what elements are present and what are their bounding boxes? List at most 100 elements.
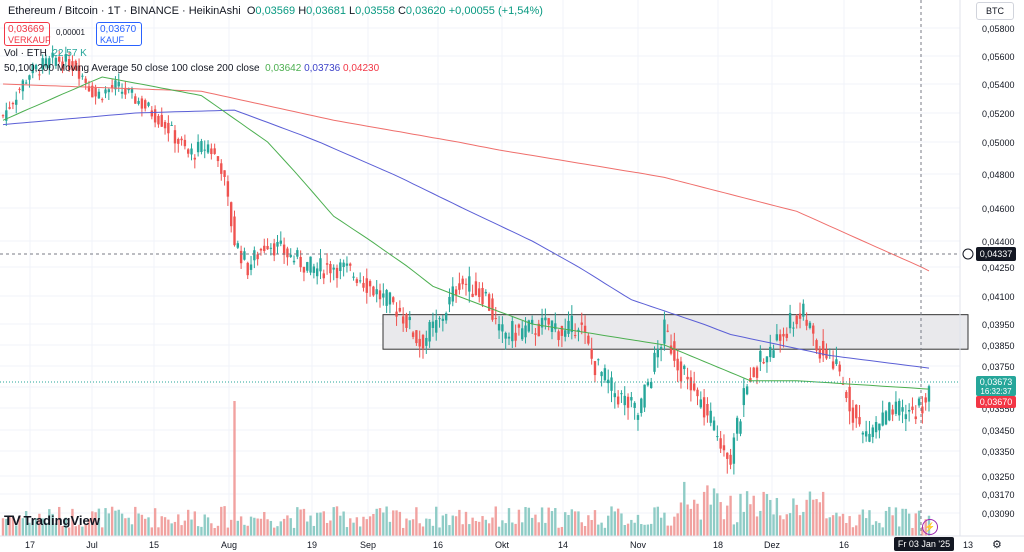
candle-body — [107, 89, 111, 93]
volume-bar — [769, 499, 772, 536]
sell-button[interactable]: 0,03669 VERKAUF — [4, 22, 51, 46]
candle-body — [544, 317, 547, 321]
candle-body — [534, 333, 537, 335]
low-value: 0,03558 — [355, 5, 395, 17]
candle-body — [537, 323, 540, 337]
price-tick-label: 0,03850 — [982, 341, 1015, 351]
volume-bar — [884, 510, 888, 536]
candle-body — [547, 318, 550, 325]
add-alert-icon[interactable] — [962, 248, 974, 260]
volume-bar — [527, 507, 531, 536]
candle-body — [484, 291, 488, 294]
candle-body — [220, 163, 223, 174]
volume-bar — [206, 517, 210, 536]
candle-body — [878, 423, 881, 431]
candle-body — [58, 56, 61, 62]
candle-body — [474, 281, 478, 296]
ma200-line — [2, 83, 930, 272]
volume-bar — [365, 519, 368, 536]
candle-body — [663, 319, 666, 344]
volume-bar — [494, 506, 497, 536]
candle-body — [44, 58, 48, 67]
volume-bar — [901, 508, 904, 536]
volume-bar — [325, 522, 329, 536]
volume-bar — [345, 527, 349, 536]
candle-body — [309, 256, 312, 273]
candle-body — [914, 416, 917, 420]
volume-bar — [788, 513, 792, 536]
candle-body — [233, 216, 236, 246]
buy-button[interactable]: 0,03670 KAUF — [96, 22, 142, 46]
candle-body — [494, 318, 497, 320]
volume-bar — [150, 527, 154, 536]
candle-body — [669, 345, 673, 354]
volume-bar — [64, 517, 68, 536]
candle-body — [656, 349, 660, 358]
time-tick-label: 14 — [558, 540, 568, 550]
time-tick-label: 18 — [713, 540, 723, 550]
candle-body — [752, 367, 755, 378]
candle-body — [61, 61, 64, 70]
volume-bar — [48, 509, 51, 536]
volume-bar — [454, 516, 458, 536]
volume-bar — [478, 521, 481, 536]
candle-body — [497, 324, 501, 331]
volume-bar — [894, 507, 898, 536]
candle-body — [894, 401, 898, 414]
currency-unit-button[interactable]: BTC — [976, 2, 1014, 20]
volume-bar — [600, 522, 603, 536]
candle-body — [927, 386, 931, 402]
candle-body — [180, 138, 183, 141]
candle-body — [901, 407, 904, 412]
volume-bar — [640, 524, 643, 536]
gear-icon[interactable]: ⚙ — [992, 539, 1002, 551]
volume-bar — [173, 521, 177, 536]
volume-bar — [818, 502, 822, 536]
candle-body — [722, 445, 726, 451]
symbol-title[interactable]: Ethereum / Bitcoin · 1T · BINANCE · Heik… — [8, 5, 241, 17]
volume-bar — [51, 513, 54, 536]
candle-body — [650, 381, 653, 389]
candle-body — [812, 325, 815, 334]
candle-body — [342, 262, 345, 268]
volume-bar — [183, 520, 187, 536]
last-price-label: 0,03673 — [980, 377, 1013, 387]
volume-bar — [438, 527, 441, 536]
candle-body — [858, 417, 861, 425]
candle-body — [597, 359, 600, 361]
candle-body — [28, 75, 31, 80]
volume-bar — [130, 524, 134, 536]
candle-body — [848, 386, 851, 412]
ma-legend[interactable]: 50,100,200 Moving Average 50 close 100 c… — [4, 63, 379, 74]
crosshair-price-label: 0,04337 — [980, 249, 1013, 259]
volume-bar — [547, 507, 550, 536]
volume-legend[interactable]: Vol · ETH 22,57 K — [4, 48, 87, 59]
tradingview-logo[interactable]: TV TradingView — [4, 512, 100, 528]
volume-bar — [28, 522, 31, 536]
candle-body — [573, 335, 577, 337]
volume-bar — [259, 518, 263, 536]
volume-bar — [220, 506, 223, 536]
candle-body — [315, 268, 319, 277]
buy-price-label: 0,03670 — [980, 397, 1013, 407]
close-value: 0,03620 — [405, 5, 446, 17]
volume-bar — [67, 527, 71, 536]
volume-bar — [706, 485, 709, 536]
candle-body — [607, 379, 610, 384]
volume-bar — [534, 514, 537, 536]
volume-bar — [540, 507, 544, 536]
candle-body — [904, 414, 908, 420]
candle-body — [5, 110, 8, 121]
candle-body — [623, 395, 626, 406]
volume-bar — [71, 508, 74, 536]
volume-bar — [388, 521, 392, 536]
volume-bar — [845, 522, 848, 536]
volume-bar — [372, 513, 375, 536]
candle-body — [124, 87, 127, 95]
lightning-icon[interactable]: ⚡ — [922, 519, 938, 535]
candle-body — [802, 303, 805, 317]
price-tick-label: 0,04600 — [982, 204, 1015, 214]
candle-body — [147, 102, 150, 106]
candle-body — [550, 320, 554, 332]
